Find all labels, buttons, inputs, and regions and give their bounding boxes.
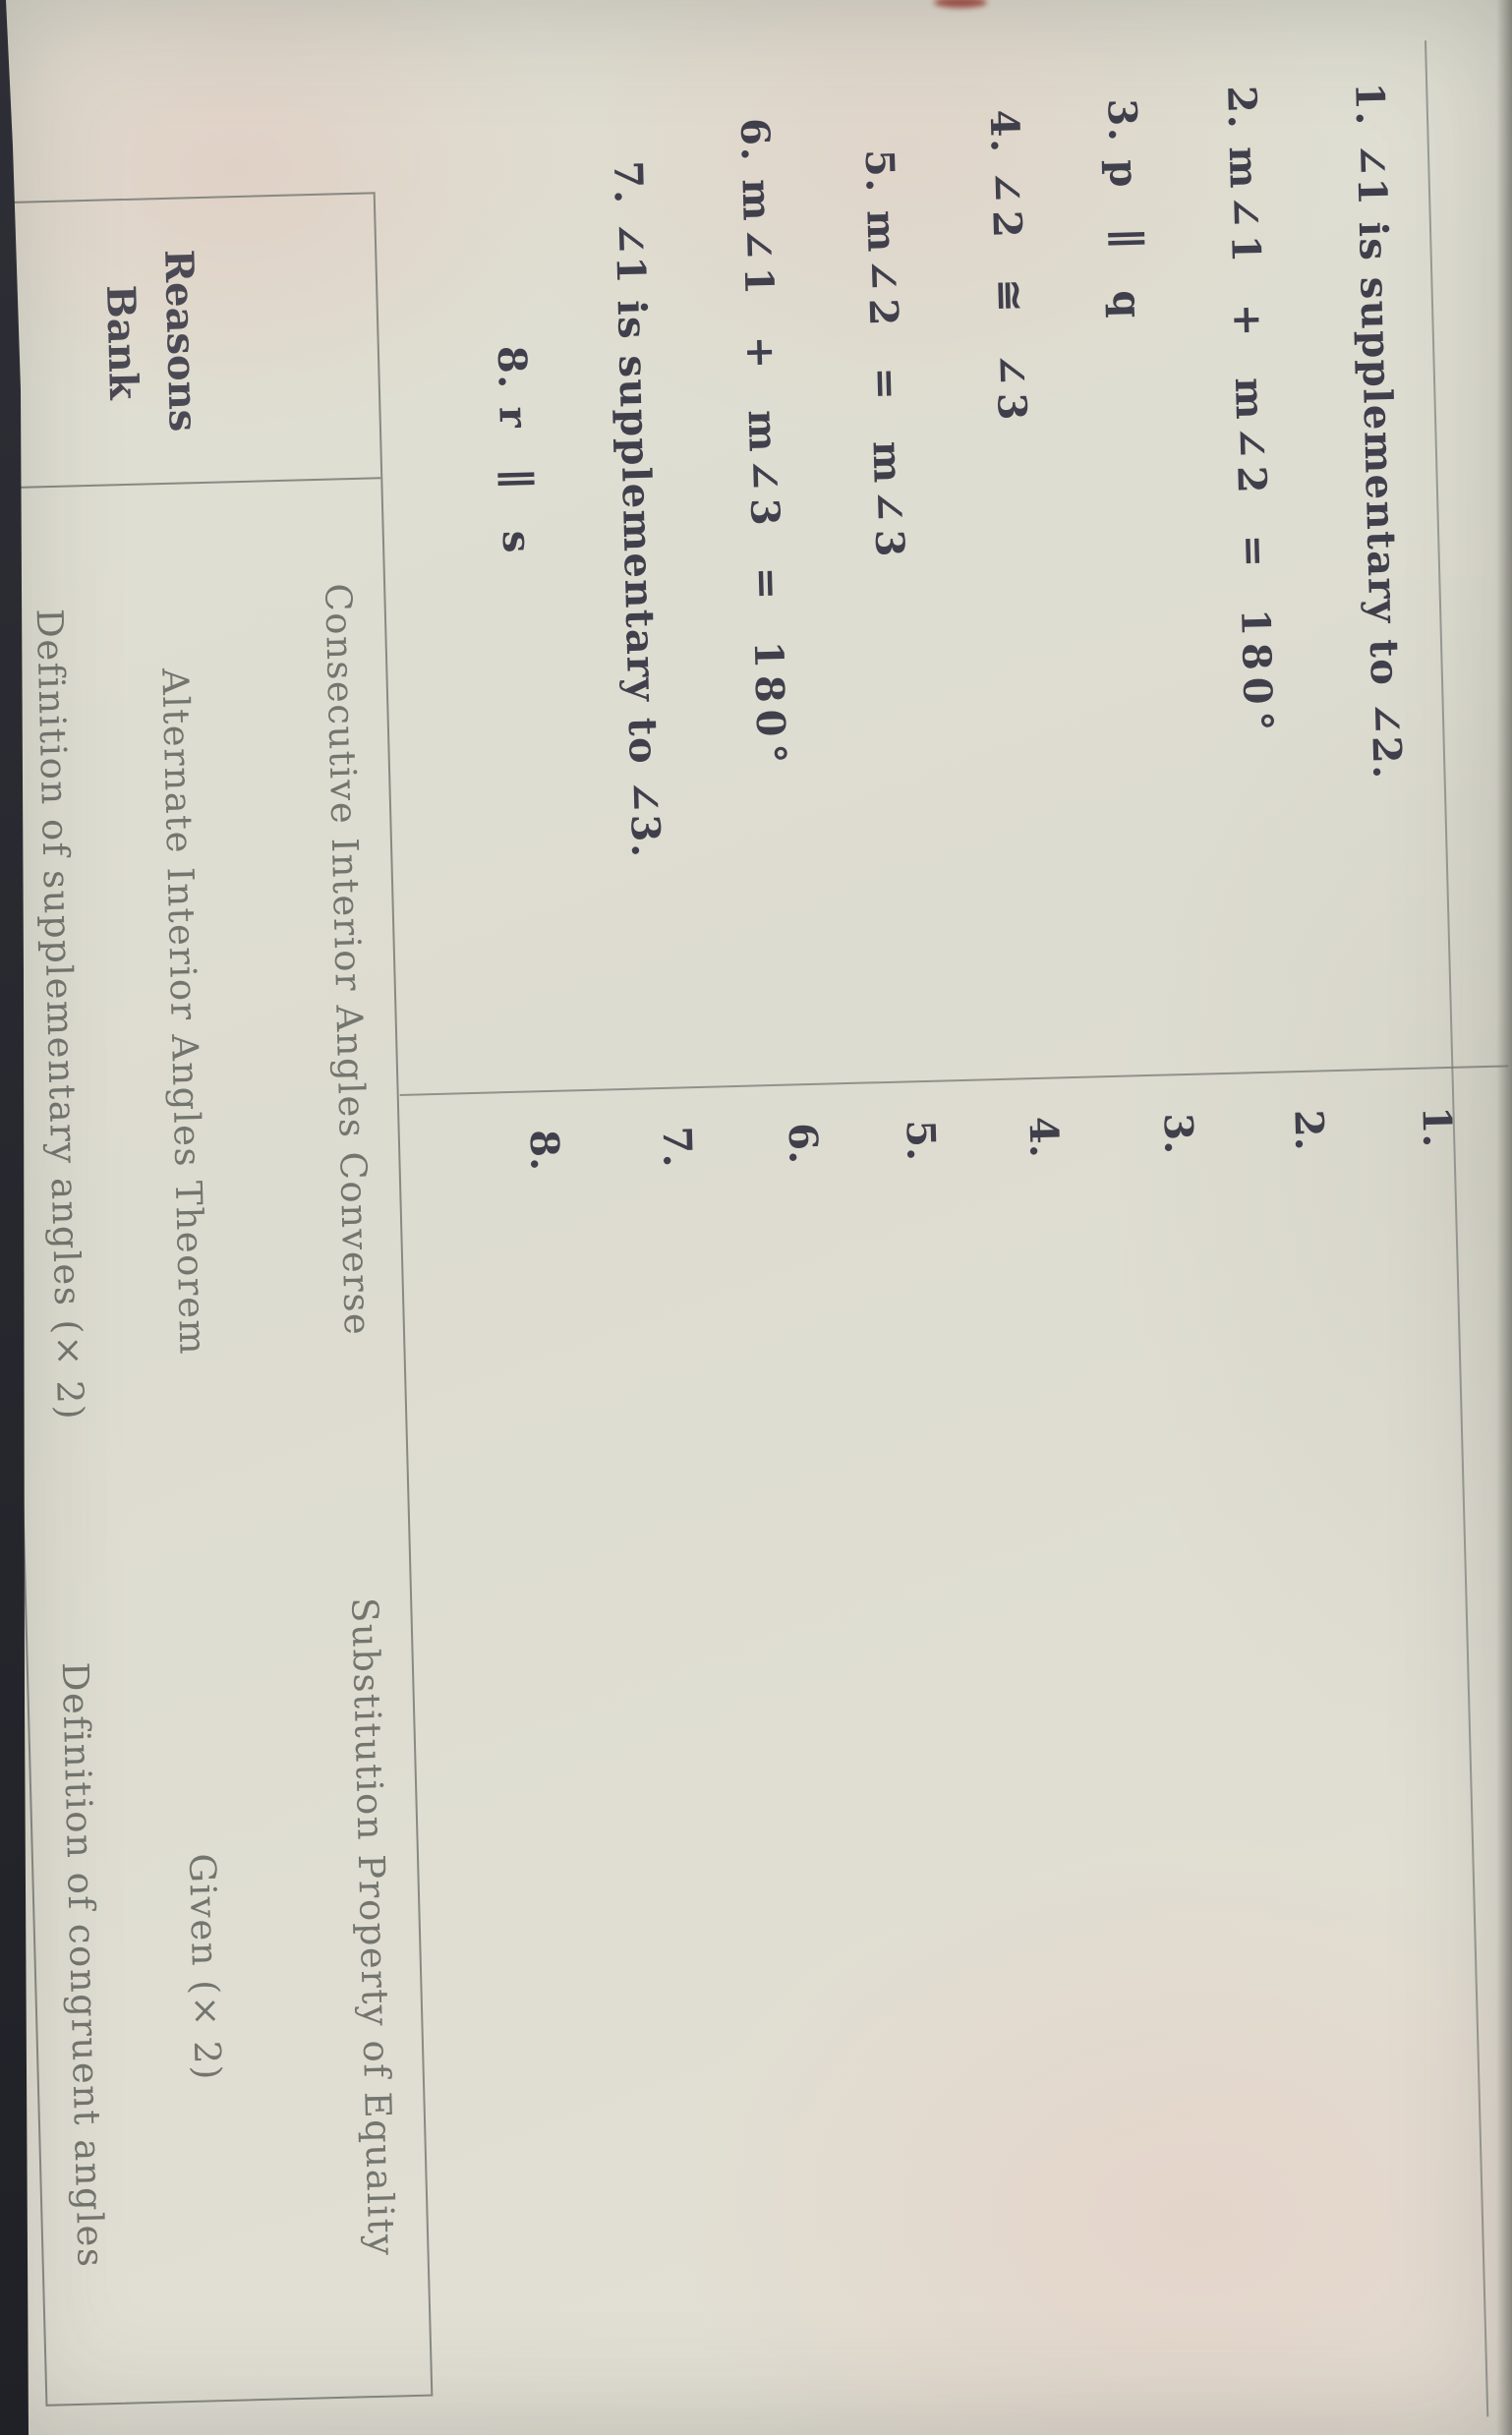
bank-item: Consecutive Interior Angles Converse [316,582,378,1337]
reason-slot-number: 2. [1284,1108,1332,1151]
statement-row: 6. m∠1 + m∠3 = 180° [730,117,793,771]
reason-slot-number: 7. [653,1125,701,1168]
reason-slot-number: 3. [1153,1112,1202,1155]
reason-slot-number: 5. [897,1118,945,1161]
statement-text: m∠1 + m∠3 = 180° [731,178,794,771]
statement-text: m∠2 = m∠3 [856,208,913,564]
statement-row: 7. ∠1 is supplementary to ∠3. [604,159,669,858]
reason-slot-number: 4. [1019,1115,1068,1158]
statement-number: 4. [980,108,1028,154]
reasons-bank-header-cell: Reasons Bank [0,193,380,489]
statement-text: ∠1 is supplementary to ∠3. [606,220,669,859]
reasons-bank-title: Bank [96,283,146,400]
bank-item: Substitution Property of Equality [342,1596,403,2257]
bank-item: Alternate Interior Angles Theorem [152,667,214,1357]
bank-item: Definition of supplementary angles (× 2) [28,608,91,1421]
bank-item: Definition of congruent angles [53,1660,112,2269]
statement-row: 2. m∠1 + m∠2 = 180° [1217,85,1281,738]
statement-number: 2. [1217,85,1265,131]
statement-number: 8. [488,344,536,390]
paper-edge-shadow [1496,0,1512,2435]
proof-table-top-border [1424,39,1488,2416]
reasons-bank-box: Reasons Bank Consecutive Interior Angles… [0,191,433,2406]
statement-number: 3. [1097,97,1146,144]
statement-row: 5. m∠2 = m∠3 [855,147,912,564]
reasons-bank-title: Reasons [154,248,206,433]
reason-slot-number: 1. [1412,1105,1460,1148]
statement-text: ∠1 is supplementary to ∠2. [1347,142,1411,781]
statement-row: 1. ∠1 is supplementary to ∠2. [1345,81,1411,781]
statement-text: r ∥ s [489,405,540,560]
statement-text: p ∥ q [1099,158,1150,325]
statement-text: ∠2 ≅ ∠3 [981,169,1035,428]
statement-row: 3. p ∥ q [1097,97,1150,324]
statement-number: 7. [604,159,652,205]
statement-row: 4. ∠2 ≅ ∠3 [980,108,1034,427]
statement-number: 6. [730,117,779,163]
statement-row: 8. r ∥ s [488,344,540,560]
reason-slot-number: 8. [520,1129,568,1171]
statement-number: 1. [1345,81,1393,127]
bank-item: Given (× 2) [180,1852,229,2081]
statement-number: 5. [855,147,903,194]
statement-text: m∠1 + m∠2 = 180° [1219,145,1281,738]
red-photo-artifact [934,0,987,8]
statements-reasons-divider-line [399,1064,1508,1096]
reason-slot-number: 6. [779,1122,827,1165]
